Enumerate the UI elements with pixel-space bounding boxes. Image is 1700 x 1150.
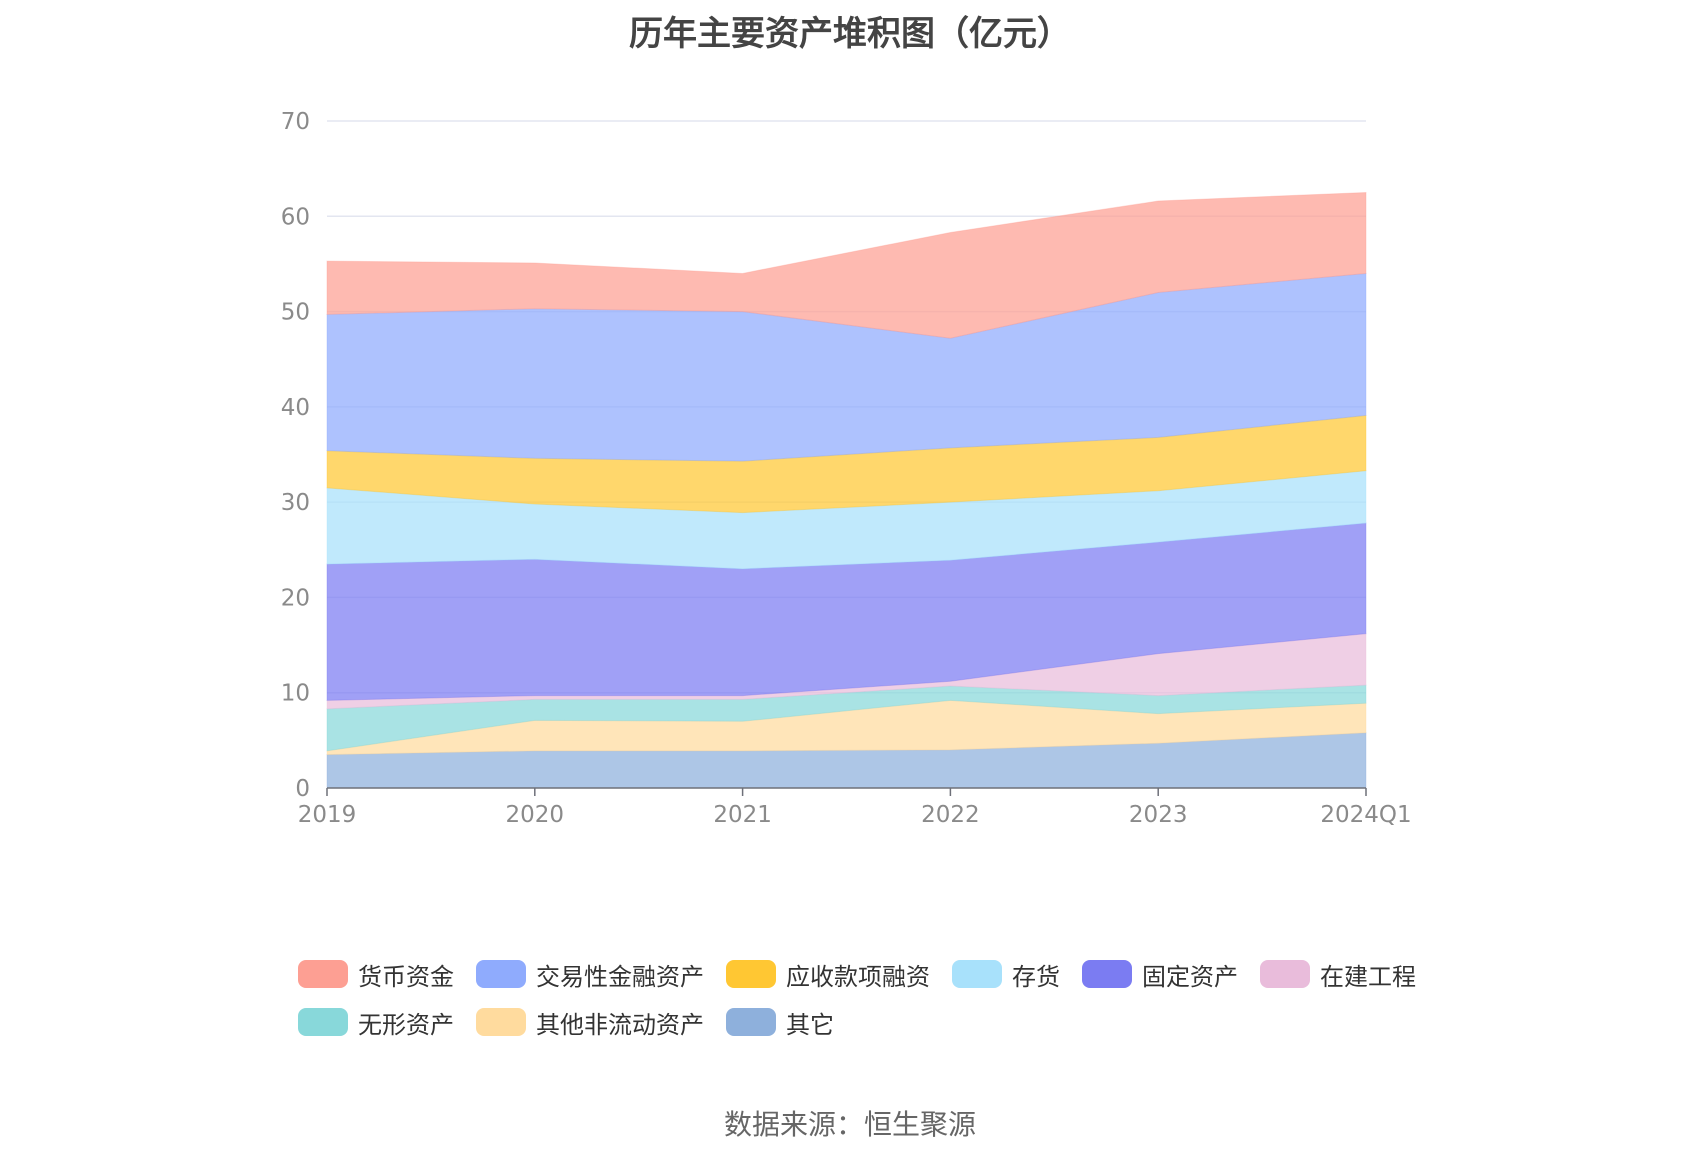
legend-label: 无形资产	[358, 1010, 454, 1039]
legend-label: 在建工程	[1320, 962, 1416, 991]
x-tick-label: 2024Q1	[1320, 802, 1411, 828]
legend-item[interactable]: 无形资产	[298, 1005, 454, 1040]
legend-item[interactable]: 在建工程	[1260, 957, 1416, 992]
x-tick-label: 2021	[713, 802, 772, 828]
legend-item[interactable]: 其它	[726, 1005, 834, 1040]
y-tick-label: 50	[281, 300, 310, 326]
legend-swatch	[476, 1008, 526, 1036]
y-tick-label: 10	[281, 681, 310, 707]
legend-swatch	[726, 1008, 776, 1036]
area-series	[326, 191, 1367, 789]
x-tick-label: 2022	[921, 802, 980, 828]
x-axis: 2019 2020 2021 2022 2023 2024Q1	[298, 787, 1412, 828]
legend-label: 应收款项融资	[786, 962, 930, 991]
y-axis: 0 10 20 30 40 50 60 70	[281, 109, 310, 802]
area-series-9[interactable]	[326, 191, 1367, 339]
source-note: 数据来源：恒生聚源	[723, 1108, 976, 1141]
legend-swatch	[952, 960, 1002, 988]
legend-swatch	[1260, 960, 1310, 988]
legend-swatch	[298, 960, 348, 988]
x-tick-label: 2023	[1129, 802, 1188, 828]
legend-row: 货币资金 交易性金融资产 应收款项融资 存货 固定资产 在建工程	[298, 950, 1448, 998]
legend-item[interactable]: 其他非流动资产	[476, 1005, 704, 1040]
x-tick-label: 2019	[298, 802, 357, 828]
legend-swatch	[298, 1008, 348, 1036]
legend-label: 其它	[786, 1010, 834, 1039]
legend-item[interactable]: 固定资产	[1082, 957, 1238, 992]
legend: 货币资金 交易性金融资产 应收款项融资 存货 固定资产 在建工程 无形资产 其他非流动资产 其…	[298, 950, 1448, 1046]
y-tick-label: 60	[281, 204, 310, 230]
y-tick-label: 20	[281, 585, 310, 611]
legend-swatch	[1082, 960, 1132, 988]
y-tick-label: 70	[281, 109, 310, 135]
chart-title: 历年主要资产堆积图（亿元）	[629, 14, 1071, 54]
y-tick-label: 0	[295, 776, 310, 802]
legend-item[interactable]: 应收款项融资	[726, 957, 930, 992]
legend-label: 其他非流动资产	[536, 1010, 704, 1039]
y-tick-label: 30	[281, 490, 310, 516]
x-tick-label: 2020	[506, 802, 565, 828]
legend-row: 无形资产 其他非流动资产 其它	[298, 998, 1448, 1046]
area-series-4[interactable]	[326, 633, 1367, 710]
legend-item[interactable]: 存货	[952, 957, 1060, 992]
legend-label: 存货	[1012, 962, 1060, 991]
legend-label: 交易性金融资产	[536, 962, 704, 991]
legend-label: 货币资金	[358, 962, 454, 991]
legend-label: 固定资产	[1142, 962, 1238, 991]
legend-item[interactable]: 货币资金	[298, 957, 454, 992]
legend-item[interactable]: 交易性金融资产	[476, 957, 704, 992]
legend-swatch	[476, 960, 526, 988]
area-series-5[interactable]	[326, 522, 1367, 701]
legend-swatch	[726, 960, 776, 988]
y-tick-label: 40	[281, 395, 310, 421]
